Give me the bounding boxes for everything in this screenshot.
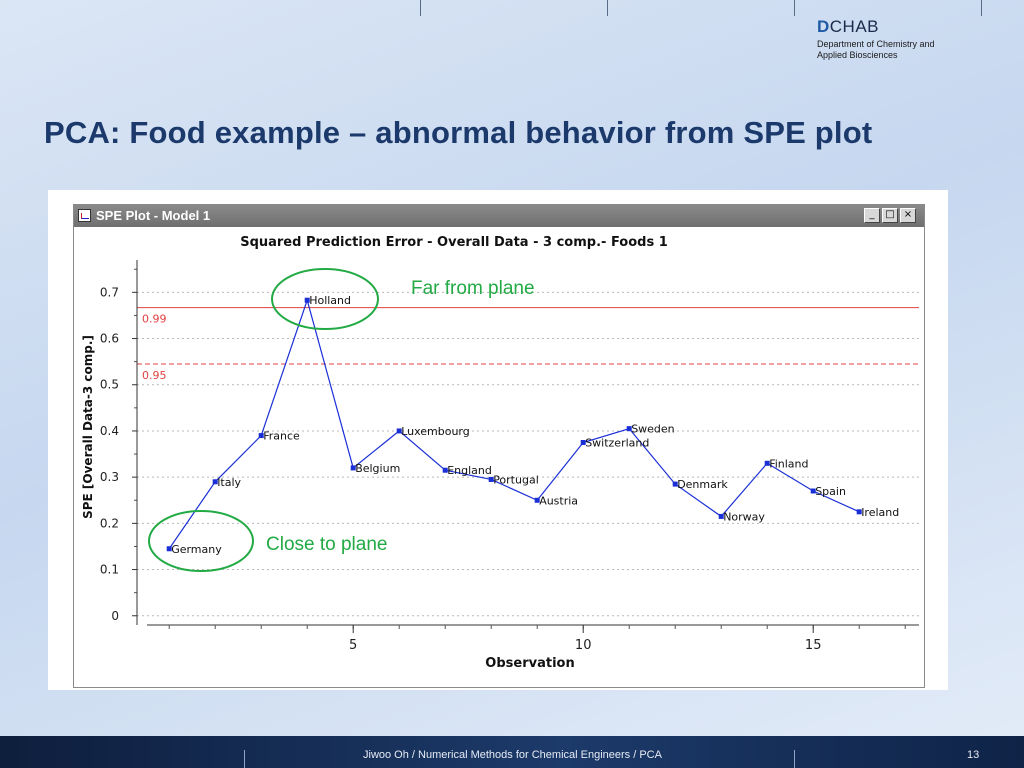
axes: 0 0.1 0.2 0.3 0.4 0.5 0.6 0.7 5 10 15	[100, 260, 919, 653]
point-label: France	[263, 430, 300, 443]
point-label: Finland	[769, 457, 808, 470]
y-tick-label: 0.2	[100, 516, 119, 530]
spe-point	[626, 426, 632, 432]
page-number: 13	[967, 749, 980, 761]
spe-point	[856, 509, 862, 515]
spe-point	[488, 476, 494, 482]
chart-title: Squared Prediction Error - Overall Data …	[240, 235, 668, 250]
point-label: Portugal	[493, 473, 539, 486]
x-tick-label: 15	[805, 638, 822, 653]
spe-chart: Squared Prediction Error - Overall Data …	[81, 235, 919, 671]
x-tick-label: 10	[575, 638, 592, 653]
point-label: Luxembourg	[401, 425, 470, 438]
footer-tick	[244, 750, 245, 768]
point-label: Sweden	[631, 423, 674, 436]
spe-point	[350, 465, 356, 471]
y-tick-label: 0.3	[100, 470, 119, 484]
x-axis-label: Observation	[485, 656, 574, 671]
spe-point	[534, 497, 540, 503]
spe-point	[258, 433, 264, 439]
series-layer: Germany Italy France Holland Belgium Luxembou…	[166, 294, 899, 556]
limit-lines: 0.99 0.95	[137, 307, 919, 382]
window-titlebar[interactable]: SPE Plot - Model 1 _ □ ×	[74, 205, 924, 227]
logo-line1: Department of Chemistry and	[817, 39, 935, 49]
minimize-button[interactable]: _	[864, 208, 880, 223]
close-button[interactable]: ×	[900, 208, 916, 223]
header-tick	[607, 0, 608, 16]
annotation-layer: Far from plane Close to plane	[148, 268, 535, 572]
spe-point	[304, 297, 310, 303]
spe-point	[442, 467, 448, 473]
point-label: Germany	[171, 543, 222, 556]
slide-title: PCA: Food example – abnormal behavior fr…	[44, 115, 873, 150]
y-tick-label: 0.1	[100, 563, 119, 577]
y-tick-label: 0.7	[100, 285, 119, 299]
close-to-plane-ellipse	[148, 510, 254, 572]
spe-point	[396, 428, 402, 434]
maximize-button[interactable]: □	[882, 208, 898, 223]
y-axis-label: SPE [Overall Data-3 comp.]	[81, 335, 95, 519]
header-tick	[981, 0, 982, 16]
footer-tick	[794, 750, 795, 768]
logo-letter: D	[817, 17, 830, 36]
app-icon	[78, 209, 91, 222]
spe-plot-window: SPE Plot - Model 1 _ □ × Squared Predict…	[73, 204, 925, 688]
y-tick-label: 0.4	[100, 424, 119, 438]
logo-wordmark: DCHAB	[817, 17, 935, 37]
point-label: Switzerland	[585, 437, 649, 450]
spe-series-line	[168, 298, 860, 550]
close-to-plane-label: Close to plane	[266, 534, 387, 555]
footer-text: Jiwoo Oh / Numerical Methods for Chemica…	[363, 749, 662, 761]
point-label: England	[447, 464, 492, 477]
point-label: Italy	[217, 476, 241, 489]
point-label: Ireland	[861, 506, 899, 519]
logo-brand: CHAB	[829, 17, 880, 36]
spe-point	[580, 440, 586, 445]
grid-layer	[137, 291, 919, 617]
spe-point	[810, 488, 816, 494]
far-from-plane-label: Far from plane	[411, 278, 535, 299]
point-label: Belgium	[355, 462, 400, 475]
spe-point	[764, 460, 770, 466]
point-label: Holland	[309, 294, 351, 307]
y-tick-label: 0.5	[100, 378, 119, 392]
y-tick-label: 0	[111, 609, 119, 623]
x-tick-label: 5	[349, 638, 357, 653]
spe-point	[718, 513, 724, 519]
window-title: SPE Plot - Model 1	[96, 208, 211, 223]
dchab-logo: DCHAB Department of Chemistry and Applie…	[817, 17, 935, 61]
logo-line2: Applied Biosciences	[817, 50, 898, 60]
limit-label: 0.99	[142, 313, 167, 326]
spe-point	[166, 546, 172, 552]
slide-footer: Jiwoo Oh / Numerical Methods for Chemica…	[0, 736, 1024, 768]
y-tick-label: 0.6	[100, 332, 119, 346]
spe-point	[212, 479, 218, 485]
logo-subtitle: Department of Chemistry and Applied Bios…	[817, 39, 935, 61]
point-label: Denmark	[677, 478, 728, 491]
point-label: Norway	[723, 510, 765, 523]
limit-label: 0.95	[142, 369, 167, 382]
point-label: Spain	[815, 485, 846, 498]
header-tick	[420, 0, 421, 16]
far-from-plane-ellipse	[271, 268, 379, 330]
spe-point	[672, 481, 678, 487]
header-tick	[794, 0, 795, 16]
point-label: Austria	[539, 494, 578, 507]
